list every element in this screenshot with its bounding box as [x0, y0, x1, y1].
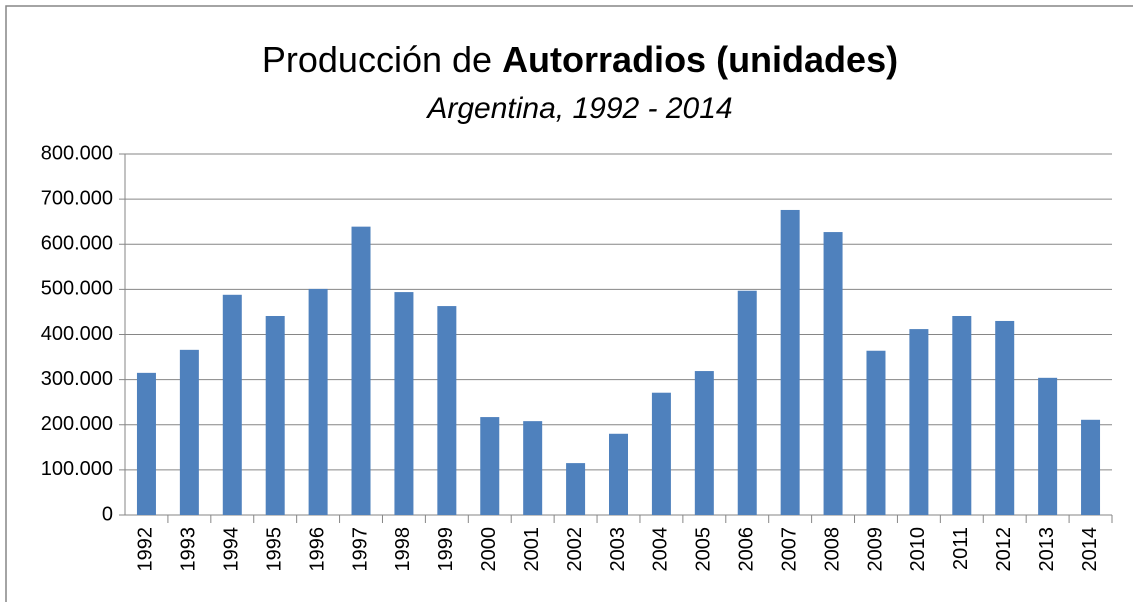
- bar: [308, 288, 328, 515]
- bar: [394, 292, 414, 515]
- bar: [222, 294, 242, 515]
- bar: [651, 392, 671, 515]
- x-tick-label: 1992: [135, 527, 157, 572]
- bar: [179, 349, 199, 515]
- x-tick-label: 2010: [907, 527, 929, 572]
- y-tick-label: 500.000: [41, 278, 113, 300]
- bar: [351, 226, 371, 515]
- y-tick-label: 400.000: [41, 323, 113, 345]
- chart-subtitle: Argentina, 1992 - 2014: [425, 92, 732, 125]
- bar: [823, 232, 843, 515]
- bar: [952, 315, 972, 515]
- bar: [909, 329, 929, 515]
- bar: [866, 350, 886, 515]
- bar: [265, 315, 285, 515]
- x-tick-label: 1995: [263, 527, 285, 572]
- x-tick-label: 2007: [778, 527, 800, 572]
- x-tick-label: 1996: [306, 527, 328, 572]
- x-tick-label: 2014: [1079, 527, 1101, 572]
- bar: [780, 209, 800, 515]
- x-tick-label: 2002: [564, 527, 586, 572]
- x-tick-label: 1993: [178, 527, 200, 572]
- x-tick-label: 2013: [1036, 527, 1058, 572]
- bar: [1038, 377, 1058, 515]
- bar: [737, 290, 757, 515]
- x-tick-label: 2012: [993, 527, 1015, 572]
- bar: [995, 320, 1015, 515]
- x-tick-label: 1998: [392, 527, 414, 572]
- x-tick-label: 2005: [693, 527, 715, 572]
- x-tick-label: 2009: [864, 527, 886, 572]
- y-tick-label: 300.000: [41, 368, 113, 390]
- x-tick-label: 2008: [821, 527, 843, 572]
- y-tick-label: 800.000: [41, 142, 113, 164]
- y-tick-label: 0: [102, 503, 113, 525]
- x-tick-label: 2001: [521, 527, 543, 572]
- y-tick-label: 200.000: [41, 413, 113, 435]
- bar: [609, 433, 628, 515]
- title-part: Autorradios (unidades): [502, 39, 898, 80]
- bar: [694, 371, 714, 515]
- x-tick-label: 1994: [221, 527, 243, 572]
- x-tick-label: 2006: [736, 527, 758, 572]
- x-tick-label: 2000: [478, 527, 500, 572]
- bar: [566, 463, 586, 515]
- x-tick-label: 2011: [950, 527, 972, 570]
- y-tick-label: 100.000: [41, 458, 113, 480]
- x-tick-label: 1997: [349, 527, 371, 572]
- title-part: Producción de: [262, 39, 492, 80]
- x-tick-label: 2004: [650, 527, 672, 572]
- bar: [523, 421, 543, 515]
- x-tick-label: 2003: [607, 527, 629, 572]
- y-tick-label: 700.000: [41, 187, 113, 209]
- chart-title: Producción de Autorradios (unidades): [262, 39, 898, 80]
- bar: [1081, 419, 1101, 515]
- bar: [136, 372, 156, 515]
- bar: [437, 306, 457, 515]
- x-tick-label: 1999: [435, 527, 457, 572]
- bar: [480, 417, 500, 515]
- y-tick-label: 600.000: [41, 233, 113, 255]
